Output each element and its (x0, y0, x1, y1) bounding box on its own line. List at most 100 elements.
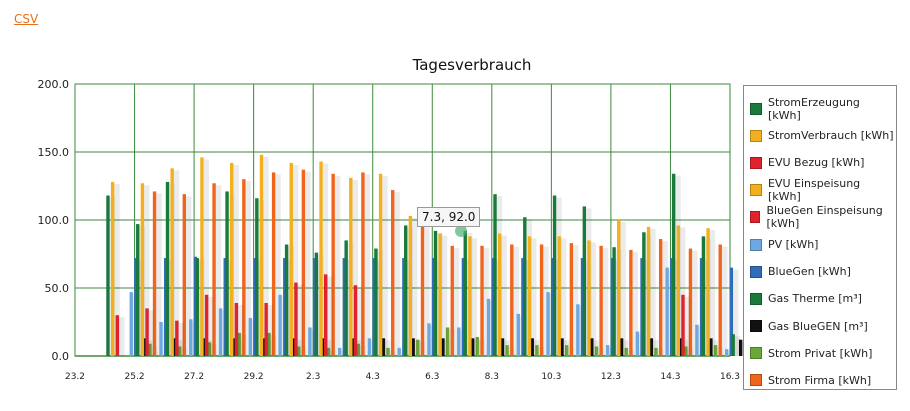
bar (471, 338, 475, 356)
bar-shadow (709, 230, 716, 356)
bar (232, 338, 237, 356)
bar (353, 285, 358, 356)
bar (374, 248, 378, 356)
bar (301, 169, 306, 356)
bar (170, 168, 174, 356)
bar-shadow (305, 171, 311, 356)
bar-shadow (441, 235, 448, 356)
bar (713, 345, 718, 356)
legend-item[interactable]: BlueGen [kWh] (744, 258, 896, 285)
bar (292, 338, 296, 356)
bar-shadow (292, 164, 299, 356)
x-tick-label: 29.2 (244, 372, 264, 382)
bar (337, 347, 342, 356)
bar-shadow (118, 317, 125, 356)
bar (438, 233, 442, 356)
legend-swatch (750, 129, 762, 142)
legend-item[interactable]: StromErzeugung [kWh] (744, 95, 896, 122)
bar-shadow (412, 217, 418, 356)
bar-shadow (346, 260, 352, 356)
bar (640, 258, 644, 356)
bar (207, 342, 212, 356)
legend-item[interactable]: Gas BlueGEN [m³] (744, 313, 896, 340)
bar (136, 224, 140, 356)
legend-item[interactable]: BlueGen Einspeisung [kWh] (744, 204, 896, 231)
bars (106, 154, 778, 356)
bar (461, 258, 466, 356)
bar (129, 292, 133, 356)
bar (408, 215, 413, 356)
bar (475, 336, 480, 356)
bar (688, 248, 693, 356)
bar-shadow (494, 260, 501, 356)
legend-item[interactable]: EVU Bezug [kWh] (744, 149, 896, 176)
bar (551, 258, 555, 356)
bar (134, 258, 138, 356)
bar (564, 345, 569, 356)
bar (284, 244, 289, 356)
bar (500, 338, 505, 356)
y-tick-label: 150.0 (38, 146, 70, 159)
bar (331, 173, 335, 356)
bar (441, 338, 445, 356)
bar (218, 308, 223, 356)
legend-item[interactable]: Gas Therme [m³] (744, 285, 896, 312)
bar-shadow (543, 246, 549, 356)
bar (391, 190, 395, 356)
x-tick-label: 23.2 (65, 372, 85, 382)
bar (546, 292, 550, 356)
bar (738, 339, 743, 356)
x-tick-label: 4.3 (366, 372, 380, 382)
bar (242, 179, 246, 356)
x-tick-label: 12.3 (601, 372, 621, 382)
y-axis: 0.0 50.0 100.0 150.0 200.0 (38, 78, 70, 363)
csv-link[interactable]: CSV (14, 12, 39, 26)
bar (552, 195, 557, 356)
legend-item[interactable]: Strom Firma [kWh] (744, 367, 896, 394)
bar (289, 162, 293, 356)
legend-item[interactable]: Strom Privat [kWh] (744, 340, 896, 367)
bar (173, 338, 177, 356)
legend-item[interactable]: PV [kWh] (744, 231, 896, 258)
bar (344, 240, 348, 356)
tooltip-marker (455, 225, 467, 237)
legend-swatch (750, 238, 762, 251)
legend-item[interactable]: EVU Einspeisung [kWh] (744, 177, 896, 204)
bar-shadow (584, 260, 590, 356)
bar-shadow (734, 336, 741, 356)
bar-shadow (322, 163, 329, 356)
bar (718, 244, 722, 356)
legend-label: Gas Therme [m³] (768, 292, 862, 306)
bar (671, 173, 676, 356)
legend-item[interactable]: StromVerbrauch [kWh] (744, 122, 896, 149)
bar (177, 346, 182, 356)
bar (351, 338, 356, 356)
legend-label: EVU Einspeisung [kWh] (767, 177, 861, 204)
bar (152, 191, 157, 356)
bar-shadow (513, 246, 519, 356)
bar-shadow (215, 185, 222, 356)
bar (259, 154, 264, 356)
bar (610, 258, 614, 356)
bar (480, 245, 484, 356)
bar (557, 236, 561, 356)
legend-swatch (750, 265, 762, 278)
bar-shadow (197, 258, 203, 356)
bar-shadow (613, 260, 620, 356)
bar-shadow (144, 185, 150, 356)
bar (278, 294, 282, 356)
bar (234, 302, 239, 356)
bar (523, 217, 527, 356)
bar (262, 338, 267, 356)
bar (253, 258, 257, 356)
bar-shadow (327, 276, 333, 356)
bar-shadow (114, 183, 120, 356)
bar-shadow (382, 175, 388, 356)
bar (612, 247, 616, 356)
bar-shadow (185, 196, 192, 356)
bar-shadow (471, 238, 478, 356)
bar (356, 343, 360, 356)
bar (342, 258, 347, 356)
bar (203, 338, 207, 356)
bar-shadow (721, 246, 728, 356)
